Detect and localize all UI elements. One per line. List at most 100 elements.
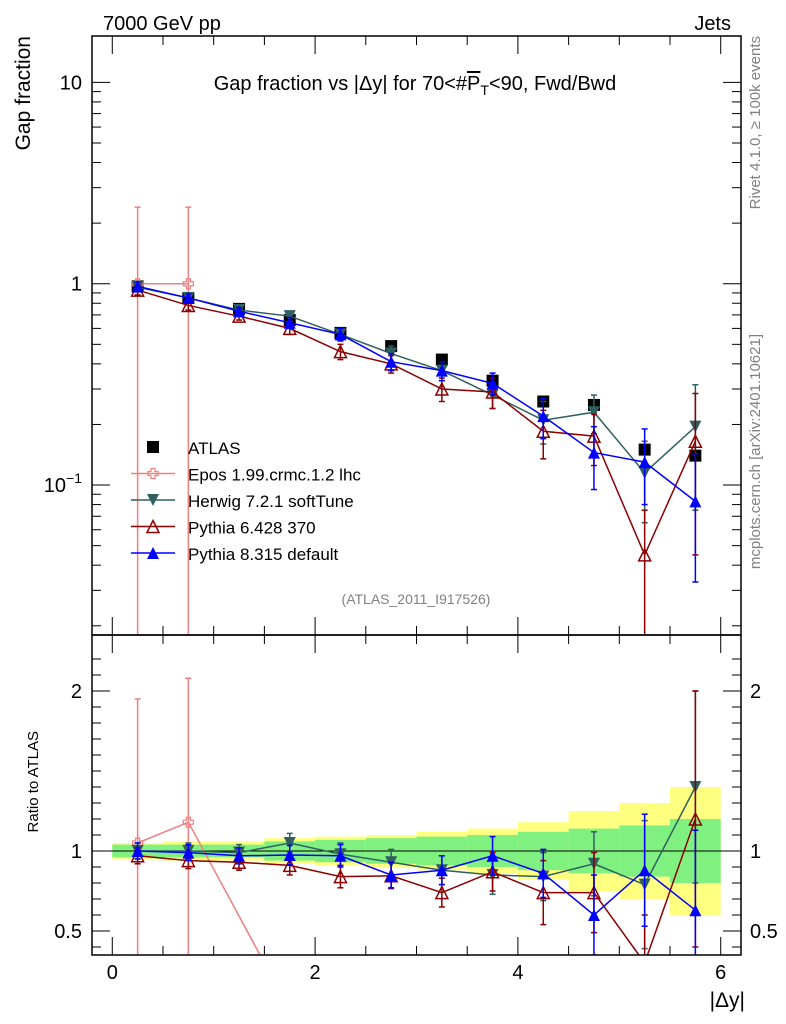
title-p-symbol: P [467,73,480,95]
data-point [638,456,651,469]
main-y-tick-label: 10 [60,72,82,94]
data-point [182,291,195,304]
ratio-y-tick-label-right: 0.5 [750,921,778,943]
data-point [131,280,144,293]
ratio-point [333,868,348,884]
legend: ATLAS Epos 1.99.crmc.1.2 lhc Herwig 7.2.1 … [131,439,361,564]
ratio-point [282,857,297,873]
data-point [283,316,296,329]
ratio-point [231,854,247,869]
legend-entry: Pythia 8.315 default [131,545,339,564]
ratio-point [485,864,500,879]
legend-marker [147,547,159,559]
legend-entry: Pythia 6.428 370 [131,519,316,538]
legend-marker [145,518,161,534]
series-pythia [131,280,702,583]
process-label: Jets [694,13,731,35]
ratio-series-pythia [131,813,702,955]
ratio-y-tick-label: 0.5 [54,921,82,943]
data-point [333,343,348,359]
legend-marker [147,467,159,480]
ratio-point [536,884,551,900]
data-point [435,353,448,366]
ratio-line [137,850,696,916]
data-point [181,297,196,313]
ratio-point [182,816,194,828]
main-data [130,206,703,635]
ratio-line [137,818,697,955]
ratio-y-tick-label: 2 [71,681,82,703]
data-point [385,355,398,368]
data-point [233,305,246,318]
title-part-1: Gap fraction vs |Δy| for 70<# [214,73,468,95]
x-tick-label: 2 [310,962,321,984]
ratio-point [283,849,296,861]
source-label: mcplots.cern.ch [arXiv:2401.10621] [747,334,764,569]
data-point [283,310,296,323]
data-point [182,278,194,290]
ratio-panel: 0.5 0.5 1 1 2 2 0 2 4 6 [54,634,778,984]
x-tick-label: 0 [107,962,118,984]
legend-label: Pythia 6.428 370 [188,519,316,538]
ratio-point [537,867,550,880]
x-tick-label: 4 [512,962,523,984]
ratio-point [131,845,144,857]
ratio-point [587,909,600,921]
main-y-tick-label: 1 [71,274,82,296]
tick-base: 10 [44,475,66,497]
title-part-4: <90, Fwd/Bwd [489,73,616,95]
series-line [137,286,696,474]
ratio-point [233,849,246,862]
rivet-version-label: Rivet 4.1.0, ≥ 100k events [747,36,764,209]
ratio-ylabel: Ratio to ATLAS [25,731,42,832]
ratio-point [434,884,450,900]
energy-label: 7000 GeV pp [103,13,221,35]
ratio-frame [91,634,742,956]
data-point [537,410,550,423]
legend-label: Herwig 7.2.1 softTune [188,492,354,511]
data-point [587,406,600,419]
main-ylabel: Gap fraction [12,36,35,150]
data-point [485,384,500,399]
legend-label: ATLAS [188,439,241,458]
ratio-ticks: 0.5 0.5 1 1 2 2 0 2 4 6 [54,635,778,984]
data-point [486,377,499,390]
ratio-point [688,811,703,826]
ratio-point [182,846,195,859]
tick-base: 10 [60,72,82,94]
series-line [137,289,697,557]
ratio-point [689,904,702,917]
title-t-subscript: T [480,82,489,98]
ratio-point [486,849,499,862]
legend-label: Pythia 8.315 default [188,545,339,564]
legend-entry: Herwig 7.2.1 softTune [131,492,354,511]
ratio-y-tick-label: 1 [71,841,82,863]
ratio-point [638,864,651,877]
main-title: Gap fraction vs |Δy| for 70<#PT<90, Fwd/… [214,73,617,98]
ratio-point [435,864,448,877]
main-y-tick-label: 10−1 [44,470,82,497]
legend-marker [147,441,159,453]
legend-label: Epos 1.99.crmc.1.2 lhc [188,466,361,485]
analysis-id-label: (ATLAS_2011_I917526) [342,591,491,607]
legend-marker [147,494,159,506]
ratio-point [283,837,296,849]
data-point [689,495,702,508]
series-line [137,285,696,502]
data-point [434,381,450,396]
tick-exponent: −1 [66,470,82,486]
ratio-line [137,786,697,886]
ratio-point [385,869,398,881]
xlabel: |Δy| [710,989,745,1012]
tick-base: 1 [71,274,82,296]
ratio-data [130,677,703,955]
legend-entry: Epos 1.99.crmc.1.2 lhc [131,466,361,485]
data-point [587,446,600,459]
data-point [688,433,703,449]
ratio-y-tick-label-right: 2 [750,681,761,703]
data-point [334,328,347,341]
ratio-y-tick-label-right: 1 [750,841,761,863]
